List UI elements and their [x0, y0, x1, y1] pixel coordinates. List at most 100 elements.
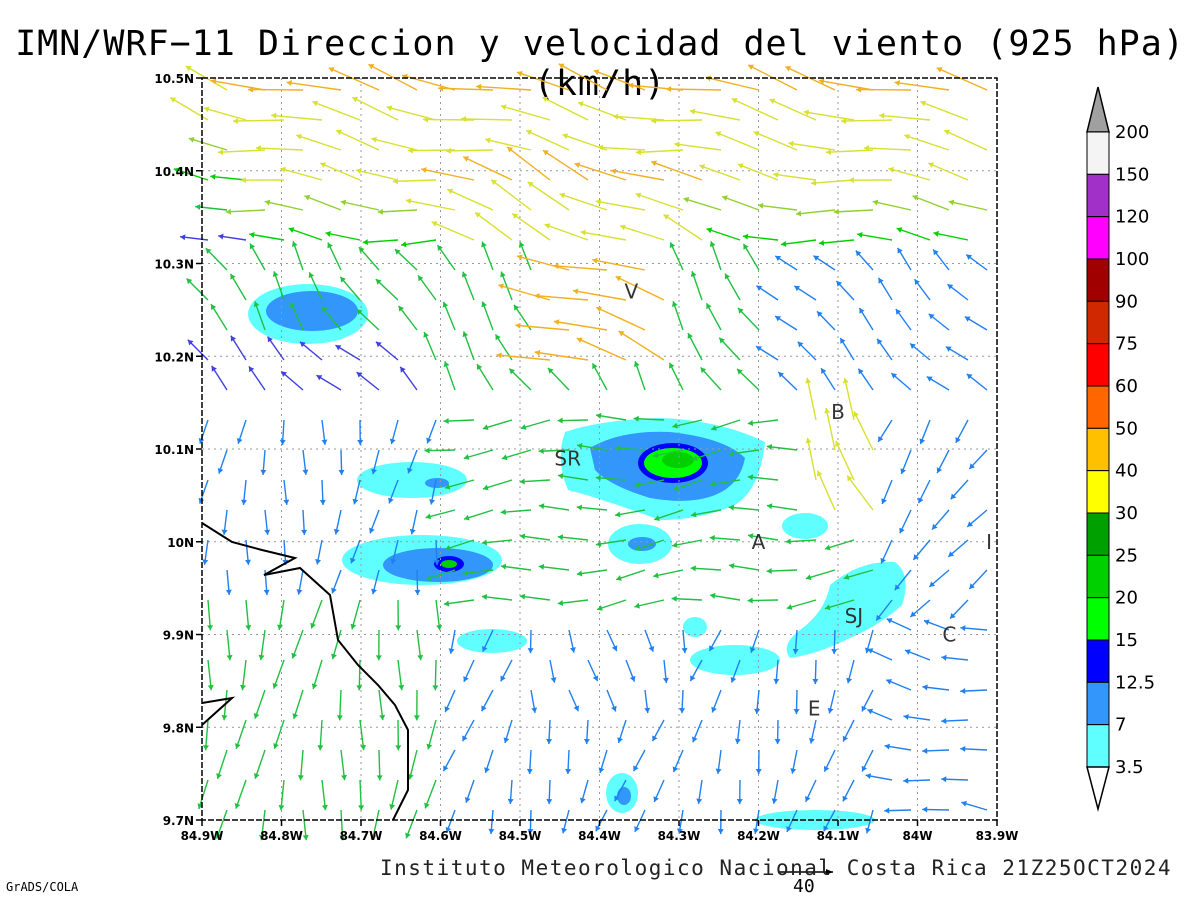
wind-vector: [327, 242, 342, 271]
wind-arrowhead: [517, 254, 523, 261]
wind-vector: [933, 232, 969, 241]
wind-arrowhead: [856, 86, 862, 93]
wind-vector: [308, 272, 323, 301]
wind-vector: [544, 223, 589, 241]
wind-vector: [358, 659, 361, 691]
wind-vector: [325, 232, 361, 241]
wind-arrowhead: [338, 469, 345, 475]
reference-vector: [778, 869, 833, 875]
wind-vector: [557, 419, 589, 422]
wind-arrowhead: [666, 86, 672, 93]
colorbar-swatch: [1086, 300, 1110, 345]
wind-arrowhead: [690, 271, 697, 277]
wind-arrowhead: [662, 677, 669, 684]
wind-arrowhead: [813, 255, 820, 261]
wind-vector: [328, 67, 380, 91]
wind-arrowhead: [728, 450, 735, 457]
wind-vector: [576, 337, 627, 361]
wind-vector: [321, 779, 327, 811]
wind-arrowhead: [766, 568, 772, 575]
wind-arrowhead: [936, 467, 943, 474]
wind-vector: [818, 239, 855, 245]
wind-vector: [312, 659, 323, 690]
wind-arrowhead: [496, 352, 502, 359]
wind-arrowhead: [865, 773, 872, 780]
lon-tick-label: 84.8W: [260, 829, 303, 843]
lat-tick-label: 10.2N: [154, 350, 194, 364]
wind-arrowhead: [291, 241, 298, 247]
wind-arrowhead: [687, 333, 693, 339]
wind-vector: [515, 324, 570, 331]
wind-arrowhead: [749, 647, 756, 653]
wind-vector: [405, 199, 456, 211]
wind-arrowhead: [249, 231, 255, 238]
lat-tick-label: 9.7N: [163, 814, 194, 828]
wind-arrowhead: [899, 527, 905, 534]
wind-arrowhead: [443, 600, 450, 607]
wind-vector: [742, 235, 779, 241]
wind-arrowhead: [376, 775, 383, 781]
wind-vector: [747, 419, 779, 425]
wind-vector: [519, 241, 532, 271]
wind-arrowhead: [442, 301, 449, 308]
wind-arrowhead: [960, 625, 966, 632]
wind-vector: [210, 79, 266, 91]
wind-arrowhead: [964, 316, 971, 322]
wind-vector: [773, 173, 817, 181]
wind-vector: [888, 167, 931, 181]
wind-arrowhead: [792, 648, 799, 655]
wind-arrowhead: [553, 263, 559, 270]
wind-arrowhead: [926, 376, 933, 382]
wind-arrowhead: [513, 304, 520, 311]
wind-vector: [668, 362, 684, 391]
wind-vector: [619, 225, 665, 241]
wind-vector: [843, 377, 855, 421]
contour-w-light: [357, 462, 467, 498]
wind-vector: [635, 149, 684, 154]
wind-vector: [198, 779, 209, 810]
wind-vector: [398, 305, 418, 331]
wind-arrowhead: [202, 559, 209, 565]
wind-vector: [442, 301, 456, 331]
wind-arrowhead: [286, 80, 292, 86]
lon-tick-label: 84.5W: [499, 829, 542, 843]
wind-arrowhead: [895, 308, 902, 315]
wind-vector: [241, 659, 247, 691]
wind-vector: [653, 509, 684, 521]
wind-arrowhead: [425, 513, 432, 520]
wind-arrowhead: [273, 743, 279, 749]
wind-arrowhead: [500, 104, 507, 111]
wind-arrowhead: [500, 675, 506, 682]
chart-title: IMN/WRF−11 Direccion y velocidad del vie…: [15, 24, 1185, 104]
wind-arrowhead: [709, 592, 716, 599]
wind-arrowhead: [546, 798, 553, 805]
wind-vector: [690, 567, 722, 571]
wind-vector: [810, 179, 855, 185]
wind-arrowhead: [692, 455, 698, 461]
colorbar-swatch: [1086, 512, 1110, 556]
wind-arrowhead: [371, 588, 377, 595]
wind-vector: [249, 243, 266, 271]
colorbar-label: 12.5: [1115, 672, 1155, 693]
wind-arrowhead: [728, 504, 734, 511]
wind-vector: [280, 167, 323, 181]
wind-vector: [355, 169, 399, 181]
wind-vector: [291, 629, 304, 659]
wind-arrowhead: [690, 565, 696, 572]
wind-arrowhead: [579, 797, 586, 804]
software-credit: GrADS/COLA: [6, 880, 79, 894]
wind-arrowhead: [788, 140, 794, 147]
wind-arrowhead: [634, 481, 640, 488]
wind-arrowhead: [711, 706, 717, 713]
wind-arrowhead: [747, 420, 754, 426]
wind-arrowhead: [461, 115, 467, 122]
wind-arrowhead: [614, 795, 620, 802]
wind-arrowhead: [437, 245, 443, 251]
wind-vector: [538, 565, 570, 571]
wind-arrowhead: [210, 173, 216, 180]
wind-arrowhead: [325, 230, 331, 237]
wind-arrowhead: [840, 338, 846, 344]
wind-arrowhead: [947, 284, 954, 290]
wind-arrowhead: [185, 66, 192, 72]
wind-arrowhead: [794, 285, 801, 292]
